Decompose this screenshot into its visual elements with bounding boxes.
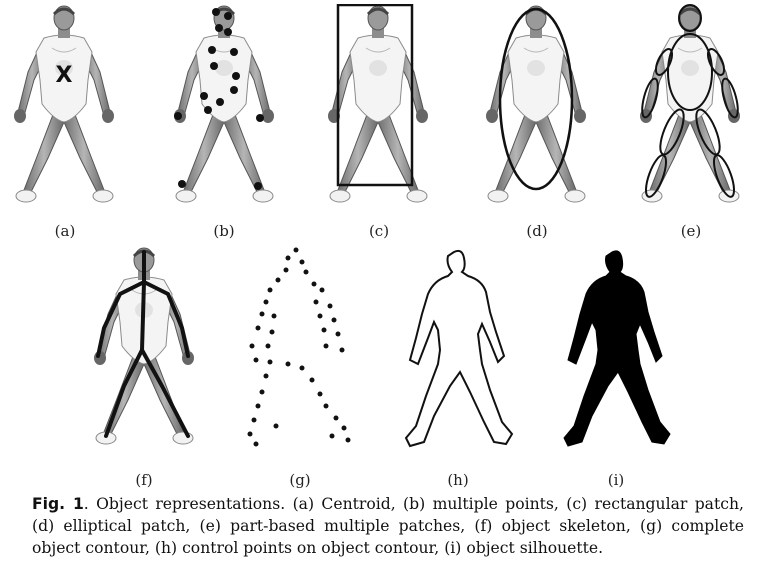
centroid-mark: X: [56, 63, 73, 88]
part-ellipses: [641, 4, 739, 198]
panel-c-rectangular-patch: [318, 4, 438, 214]
contour-outline: [404, 249, 514, 448]
panel-g-contour-points: [240, 246, 360, 456]
person-figure: [14, 6, 114, 202]
figure-caption: Fig. 1. Object representations. (a) Cent…: [32, 493, 744, 559]
figure-label: Fig. 1: [32, 495, 84, 513]
contour-points: [247, 247, 351, 447]
label-i: (i): [607, 471, 625, 489]
panel-h-object-contour: [398, 246, 518, 456]
panel-b-multiple-points: [164, 4, 284, 214]
bounding-ellipse: [498, 7, 574, 191]
panel-i-object-silhouette: [556, 246, 676, 456]
caption-text: . Object representations. (a) Centroid, …: [32, 495, 744, 557]
label-b: (b): [213, 222, 235, 240]
panel-d-elliptical-patch: [476, 4, 596, 214]
label-a: (a): [54, 222, 76, 240]
label-f: (f): [135, 471, 153, 489]
skeleton-lines: [96, 250, 190, 438]
person-figure: [174, 6, 274, 202]
panel-f-object-skeleton: [84, 246, 204, 456]
label-d: (d): [526, 222, 548, 240]
silhouette-shape: [563, 250, 671, 447]
panel-a-centroid: X: [4, 4, 124, 214]
bounding-rectangle: [336, 4, 414, 187]
point-markers: [174, 8, 264, 190]
label-h: (h): [447, 471, 469, 489]
label-c: (c): [368, 222, 390, 240]
panel-e-part-based-patches: [630, 4, 750, 214]
label-e: (e): [680, 222, 702, 240]
label-g: (g): [289, 471, 311, 489]
